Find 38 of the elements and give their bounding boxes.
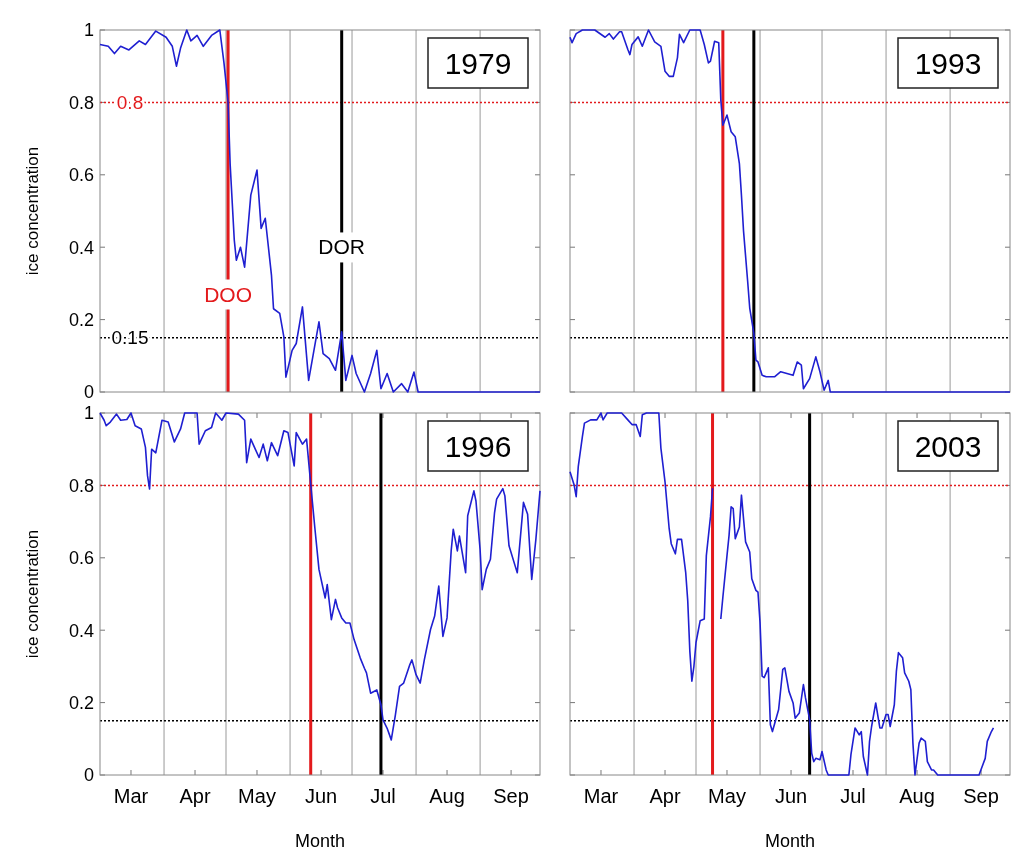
x-tick-label: Aug xyxy=(429,785,465,807)
ref-line-label: 0.8 xyxy=(116,92,144,114)
text: 1993 xyxy=(914,46,982,80)
x-tick-label: Sep xyxy=(963,785,999,807)
ref-line-label: DOR xyxy=(318,235,366,259)
y-tick-label: 0.6 xyxy=(68,165,94,186)
ref-line-label: DOO xyxy=(204,282,252,306)
y-tick-label: 1 xyxy=(83,20,94,41)
text: 1996 xyxy=(444,429,512,463)
x-tick-label: Apr xyxy=(179,785,211,807)
y-tick-label: 0.2 xyxy=(68,309,94,330)
x-tick-label: Mar xyxy=(113,785,149,807)
x-tick-label: Jun xyxy=(774,785,808,807)
x-axis-title: Month xyxy=(764,831,816,851)
y-tick-label: 1 xyxy=(83,403,94,424)
text: 1979 xyxy=(444,46,512,80)
y-axis-title: ice concentration xyxy=(23,529,42,659)
y-tick-label: 0 xyxy=(83,382,94,403)
x-tick-label: Mar xyxy=(583,785,619,807)
y-tick-label: 0.4 xyxy=(68,237,94,258)
x-tick-label: Aug xyxy=(899,785,935,807)
y-axis-title: ice concentration xyxy=(23,146,42,276)
y-tick-label: 0 xyxy=(83,765,94,786)
y-tick-label: 0.2 xyxy=(68,692,94,713)
y-tick-label: 0.8 xyxy=(68,475,94,496)
x-tick-label: May xyxy=(708,785,746,807)
y-tick-label: 0.4 xyxy=(68,620,94,641)
x-tick-label: May xyxy=(238,785,276,807)
x-tick-label: Jul xyxy=(840,785,866,807)
y-tick-label: 0.6 xyxy=(68,548,94,569)
x-tick-label: Apr xyxy=(649,785,681,807)
x-tick-label: Jun xyxy=(304,785,338,807)
x-axis-title: Month xyxy=(294,831,346,851)
text: 2003 xyxy=(914,429,982,463)
ref-line-label: 0.15 xyxy=(111,327,149,349)
x-tick-label: Sep xyxy=(493,785,529,807)
y-tick-label: 0.8 xyxy=(68,92,94,113)
x-tick-label: Jul xyxy=(370,785,396,807)
